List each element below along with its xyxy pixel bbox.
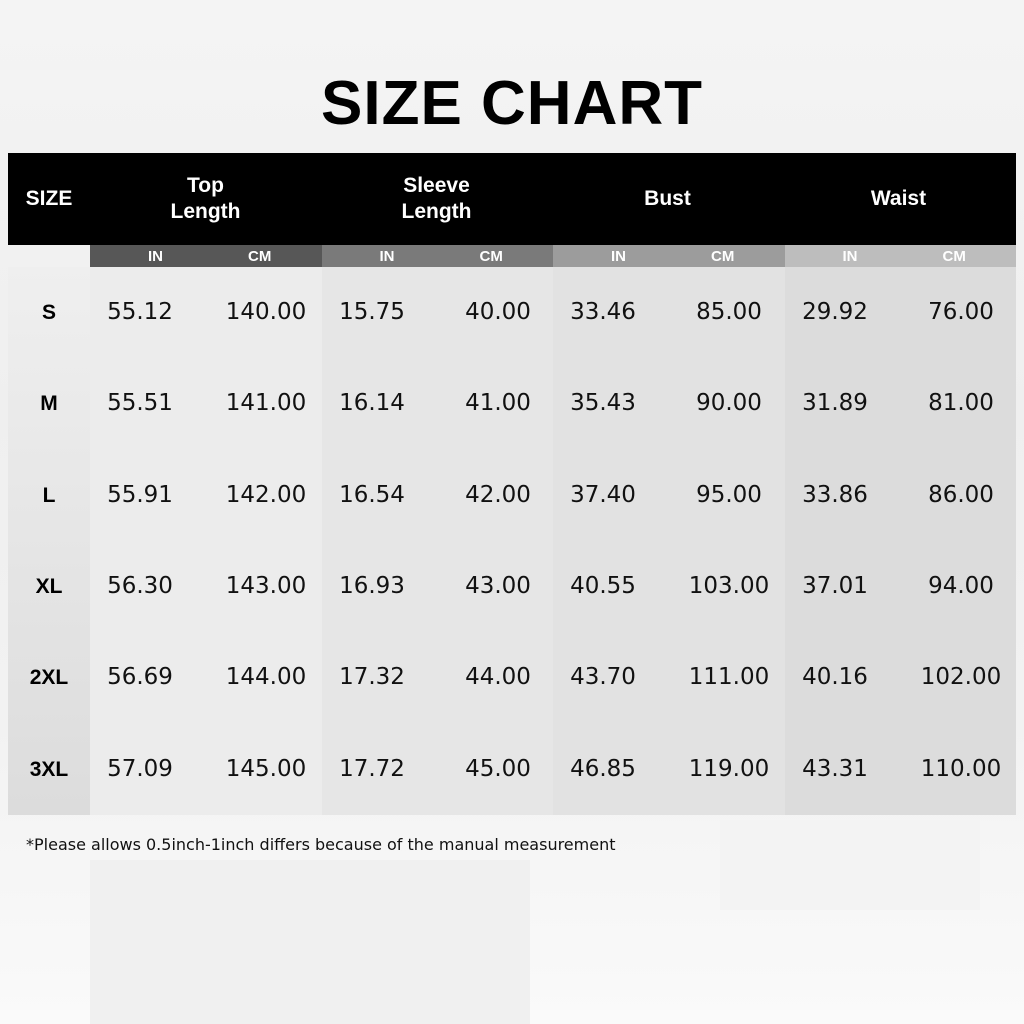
- size-label: M: [40, 392, 58, 416]
- cm-value: 111.00: [688, 664, 770, 691]
- column-bg: [8, 267, 90, 815]
- unit-group: IN CM: [784, 245, 1016, 267]
- in-value: 16.14: [339, 390, 405, 417]
- in-value: 17.32: [339, 664, 405, 691]
- table-row: S 55.12 140.00 15.75 40.00 33.46 85.00 29.92 76.…: [8, 267, 1016, 358]
- cm-value: 143.00: [225, 572, 307, 599]
- in-value: 55.51: [107, 390, 173, 417]
- header-top-length: Top Length: [170, 174, 241, 223]
- cm-value: 86.00: [928, 481, 994, 508]
- measurement-note: *Please allows 0.5inch-1inch differs bec…: [26, 835, 616, 854]
- page-title: SIZE CHART: [321, 69, 703, 138]
- header-sleeve-length: Sleeve Length: [401, 174, 472, 223]
- header-bust: Bust: [644, 187, 691, 210]
- table-row: 2XL 56.69 144.00 17.32 44.00 43.70 111.00 40.16…: [8, 632, 1016, 723]
- column-bg: [553, 267, 785, 815]
- in-value: 29.92: [802, 299, 868, 325]
- column-bg: [785, 267, 1016, 815]
- in-value: 33.86: [802, 481, 868, 508]
- cm-value: 144.00: [225, 664, 307, 691]
- in-value: 43.31: [802, 755, 868, 782]
- cm-value: 45.00: [465, 755, 531, 782]
- in-value: 37.01: [802, 572, 868, 599]
- in-value: 46.85: [570, 755, 636, 782]
- in-value: 35.43: [570, 390, 636, 417]
- cm-value: 119.00: [688, 755, 770, 782]
- in-value: 57.09: [107, 755, 173, 782]
- cm-value: 140.00: [225, 299, 307, 325]
- in-value: 37.40: [570, 481, 636, 508]
- in-value: 55.12: [107, 299, 173, 325]
- size-label: 3XL: [29, 757, 69, 781]
- size-label: 2XL: [29, 666, 69, 690]
- column-bg: [90, 267, 322, 815]
- unit-group: IN CM: [90, 245, 322, 267]
- unit-group: IN CM: [553, 245, 785, 267]
- cm-value: 141.00: [225, 390, 307, 417]
- in-value: 17.72: [339, 755, 405, 782]
- cm-value: 41.00: [465, 390, 531, 417]
- cm-value: 81.00: [928, 390, 994, 417]
- table-row: M 55.51 141.00 16.14 41.00 35.43 90.00 31.89 81.…: [8, 358, 1016, 449]
- size-label: L: [42, 483, 56, 507]
- in-value: 56.69: [107, 664, 173, 691]
- cm-value: 42.00: [465, 481, 531, 508]
- cm-value: 94.00: [928, 572, 994, 599]
- in-value: 31.89: [802, 390, 868, 417]
- size-table-body: S 55.12 140.00 15.75 40.00 33.46 85.00 29.92 76.…: [8, 267, 1016, 815]
- in-value: 40.16: [802, 664, 868, 691]
- in-value: 56.30: [107, 572, 173, 599]
- header-waist: Waist: [870, 187, 927, 210]
- cm-value: 90.00: [696, 390, 762, 417]
- cm-value: 44.00: [465, 664, 531, 691]
- in-value: 43.70: [570, 664, 636, 691]
- column-bg: [322, 267, 553, 815]
- background-decor: [720, 820, 980, 910]
- unit-subheader: IN CM IN CM IN CM IN CM: [90, 245, 1016, 267]
- cm-value: 145.00: [225, 755, 307, 782]
- table-row: XL 56.30 143.00 16.93 43.00 40.55 103.00 37.01 9…: [8, 541, 1016, 632]
- cm-value: 102.00: [920, 664, 1002, 691]
- cm-value: 85.00: [696, 299, 762, 325]
- size-label: XL: [35, 574, 63, 598]
- unit-group: IN CM: [321, 245, 553, 267]
- in-value: 40.55: [570, 572, 636, 599]
- cm-value: 40.00: [465, 299, 531, 325]
- header-size: SIZE: [25, 187, 73, 210]
- cm-value: 110.00: [920, 755, 1002, 782]
- in-value: 33.46: [570, 299, 636, 325]
- table-row: L 55.91 142.00 16.54 42.00 37.40 95.00 33.86 86.…: [8, 450, 1016, 541]
- cm-value: 43.00: [465, 572, 531, 599]
- background-decor: [90, 860, 530, 1024]
- in-value: 16.93: [339, 572, 405, 599]
- table-header: SIZE Top Length Sleeve Length Bust Waist: [8, 153, 1016, 245]
- cm-value: 142.00: [225, 481, 307, 508]
- cm-value: 76.00: [928, 299, 994, 325]
- in-value: 16.54: [339, 481, 405, 508]
- in-value: 15.75: [339, 299, 405, 325]
- table-row: 3XL 57.09 145.00 17.72 45.00 46.85 119.00 43.31…: [8, 724, 1016, 815]
- size-label: S: [41, 301, 56, 324]
- cm-value: 103.00: [688, 572, 770, 599]
- in-value: 55.91: [107, 481, 173, 508]
- cm-value: 95.00: [696, 481, 762, 508]
